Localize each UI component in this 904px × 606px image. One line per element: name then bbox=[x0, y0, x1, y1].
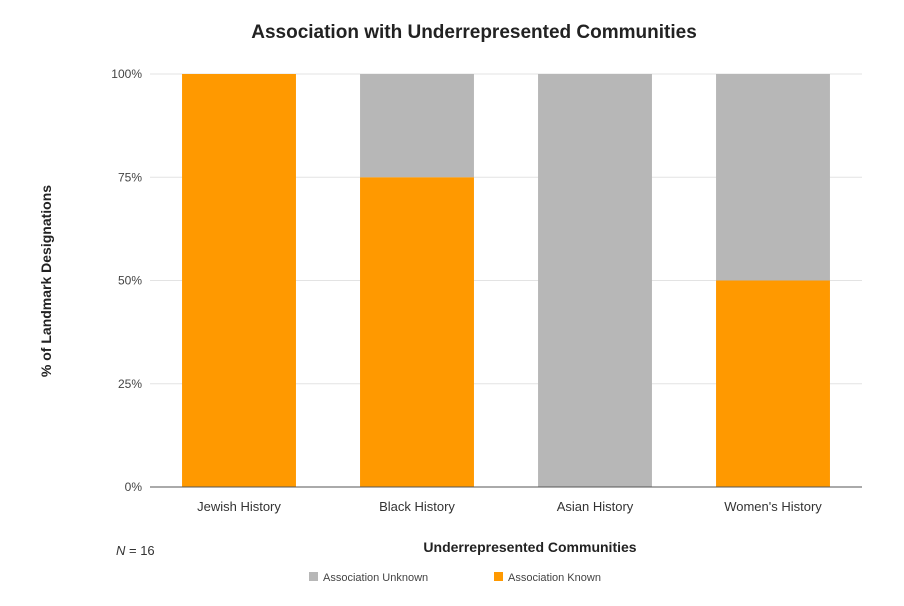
y-tick-label: 100% bbox=[111, 67, 142, 81]
legend: Association Unknown Association Known bbox=[309, 572, 601, 584]
y-tick-label: 25% bbox=[118, 377, 142, 391]
x-axis-label: Underrepresented Communities bbox=[423, 539, 636, 555]
x-category-label: Jewish History bbox=[197, 499, 281, 514]
y-axis-label: % of Landmark Designations bbox=[38, 185, 54, 377]
x-category-label: Black History bbox=[379, 499, 455, 514]
sample-size-value: = 16 bbox=[125, 543, 154, 558]
legend-label-association-known: Association Known bbox=[508, 572, 601, 584]
chart-title: Association with Underrepresented Commun… bbox=[251, 22, 697, 43]
y-tick-label: 75% bbox=[118, 170, 142, 184]
y-tick-label: 0% bbox=[125, 480, 143, 494]
bar-segment-association-known bbox=[716, 280, 830, 487]
bar-segment-association-unknown bbox=[360, 74, 474, 178]
bar-segment-association-known bbox=[182, 74, 296, 487]
y-tick-label: 50% bbox=[118, 274, 142, 288]
legend-label-association-unknown: Association Unknown bbox=[323, 572, 428, 584]
sample-size-note: N = 16 bbox=[116, 543, 155, 558]
bar-segment-association-unknown bbox=[538, 74, 652, 487]
legend-swatch-association-unknown bbox=[309, 572, 318, 581]
bars bbox=[182, 74, 830, 487]
x-axis-categories: Jewish History Black History Asian History… bbox=[197, 499, 822, 514]
bar-segment-association-unknown bbox=[716, 74, 830, 281]
bar-segment-association-known bbox=[360, 177, 474, 487]
x-category-label: Asian History bbox=[557, 499, 634, 514]
legend-swatch-association-known bbox=[494, 572, 503, 581]
y-axis-ticks: 0% 25% 50% 75% 100% bbox=[111, 67, 142, 494]
x-category-label: Women's History bbox=[724, 499, 822, 514]
sample-size-n: N bbox=[116, 543, 126, 558]
